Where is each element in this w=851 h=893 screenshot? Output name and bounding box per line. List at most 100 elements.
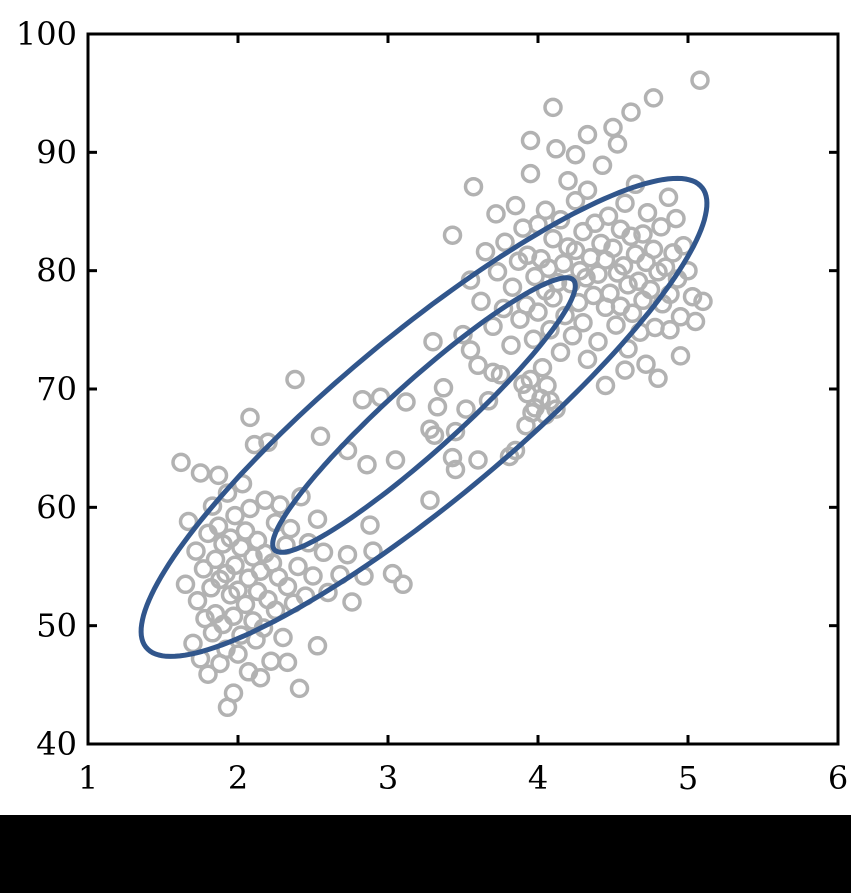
data-point-marker — [198, 664, 218, 684]
data-point-marker — [217, 483, 238, 503]
data-point-marker — [285, 369, 305, 390]
data-point-marker — [523, 329, 544, 350]
bottom-black-bar — [0, 815, 851, 893]
data-point-marker — [682, 286, 703, 307]
data-point-marker — [178, 511, 199, 532]
x-axis-tick-label: 4 — [528, 759, 548, 797]
data-point-marker — [513, 374, 533, 395]
data-point-marker — [225, 505, 245, 526]
data-point-marker — [190, 463, 211, 483]
data-point-marker — [307, 636, 328, 656]
data-point-marker — [193, 559, 214, 579]
data-point-marker — [223, 606, 244, 626]
data-point-marker — [468, 450, 488, 470]
data-point-marker — [393, 574, 413, 595]
data-point-marker — [228, 644, 248, 664]
y-axis-tick-label: 100 — [16, 15, 77, 53]
data-point-marker — [505, 195, 526, 216]
data-point-marker — [577, 180, 598, 200]
data-point-marker — [636, 354, 656, 374]
data-point-marker — [613, 256, 634, 276]
data-point-marker — [643, 88, 664, 108]
data-point-marker — [615, 193, 635, 213]
data-point-marker — [558, 170, 578, 191]
data-point-marker — [475, 241, 496, 262]
y-axis-tick-label: 70 — [36, 370, 77, 408]
data-point-marker — [621, 102, 641, 122]
data-point-marker — [532, 357, 553, 378]
data-point-marker — [202, 496, 223, 516]
data-point-marker — [501, 335, 521, 355]
data-point-marker — [543, 97, 563, 118]
data-point-marker — [640, 279, 661, 300]
data-point-marker — [453, 324, 473, 345]
data-point-marker — [225, 555, 245, 576]
data-point-marker — [495, 232, 515, 253]
data-point-marker — [499, 446, 520, 467]
data-point-marker — [442, 225, 463, 245]
x-axis-tick-label: 3 — [378, 759, 398, 797]
data-point-marker — [478, 391, 499, 411]
data-point-marker — [573, 312, 593, 333]
data-point-marker — [577, 124, 598, 145]
data-point-marker — [550, 342, 571, 363]
data-point-marker — [223, 683, 244, 703]
data-point-marker — [342, 592, 362, 612]
data-point-marker — [471, 291, 491, 312]
x-axis-tick-label: 1 — [78, 759, 98, 797]
data-point-marker — [352, 389, 373, 410]
data-point-marker — [303, 566, 323, 586]
data-point-marker — [360, 515, 380, 535]
data-point-marker — [240, 498, 260, 519]
data-point-marker — [540, 320, 560, 340]
data-point-marker — [516, 415, 536, 436]
data-point-marker — [592, 155, 613, 176]
data-point-marker — [235, 521, 256, 541]
data-point-marker — [337, 544, 358, 565]
y-axis-tick-label: 50 — [36, 607, 77, 645]
data-point-marker — [525, 266, 545, 287]
data-point-marker — [618, 275, 638, 295]
data-point-marker — [277, 652, 298, 673]
data-point-marker — [423, 331, 443, 352]
data-point-marker — [598, 206, 619, 226]
data-point-marker — [291, 486, 311, 507]
data-point-marker — [502, 277, 523, 297]
data-point-marker — [186, 541, 206, 561]
data-point-marker — [535, 200, 556, 221]
data-point-marker — [487, 262, 508, 282]
data-point-marker — [208, 516, 229, 537]
y-axis-tick-label: 40 — [36, 725, 77, 763]
data-point-marker — [445, 421, 466, 442]
x-axis-tick-label: 6 — [828, 759, 848, 797]
data-point-marker — [280, 518, 301, 539]
data-point-marker — [433, 378, 454, 398]
data-point-marker — [289, 678, 310, 699]
data-point-marker — [483, 316, 503, 337]
chart-canvas: 1 2 3 4 5 6 40 50 60 70 80 90 100 — [0, 0, 851, 815]
data-point-marker — [600, 283, 620, 303]
y-axis-tick-label: 60 — [36, 488, 77, 526]
data-point-marker — [565, 240, 586, 261]
data-point-marker — [633, 224, 653, 244]
data-point-marker — [250, 667, 271, 688]
data-point-marker — [595, 375, 616, 396]
data-point-marker — [685, 311, 706, 332]
data-point-marker — [565, 144, 586, 165]
data-point-marker — [382, 563, 403, 584]
data-point-marker — [490, 365, 511, 385]
plot-background — [0, 0, 851, 815]
data-point-marker — [310, 426, 331, 447]
data-point-marker — [244, 434, 265, 455]
data-point-marker — [298, 533, 319, 553]
data-point-marker — [643, 239, 664, 260]
data-point-marker — [420, 490, 440, 510]
data-point-marker — [288, 556, 308, 577]
x-axis-tick-label: 2 — [228, 759, 248, 797]
data-point-marker — [313, 542, 334, 563]
data-point-marker — [493, 298, 514, 319]
data-point-marker — [658, 187, 679, 208]
data-point-marker — [187, 591, 208, 611]
data-point-marker — [528, 302, 548, 322]
data-point-marker — [577, 349, 598, 370]
